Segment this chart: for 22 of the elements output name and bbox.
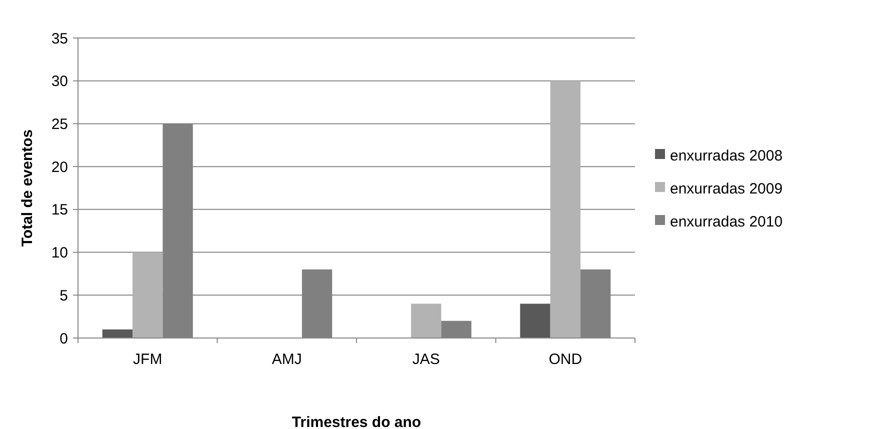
bar	[132, 252, 163, 338]
y-tick-label: 35	[51, 30, 68, 48]
x-tick-label: AMJ	[272, 351, 302, 368]
y-tick-label: 5	[60, 287, 68, 304]
x-tick-label: OND	[548, 351, 582, 368]
y-tick-label: 20	[51, 158, 68, 176]
bar	[102, 329, 133, 338]
y-tick-label: 10	[51, 244, 68, 262]
legend-label: enxurradas 2010	[670, 213, 783, 230]
legend-label: enxurradas 2008	[670, 147, 783, 164]
y-tick-label: 15	[51, 202, 68, 219]
bar	[520, 304, 550, 338]
legend-label: enxurradas 2009	[670, 180, 783, 198]
x-tick-label: JFM	[133, 351, 162, 368]
y-axis-title: Total de eventos	[19, 129, 36, 247]
x-axis-title: Trimestres do ano	[292, 414, 422, 429]
bar	[411, 304, 442, 338]
y-tick-label: 0	[60, 330, 68, 348]
y-tick-label: 25	[51, 116, 68, 133]
x-tick-label: JAS	[412, 351, 440, 368]
y-tick-label: 30	[51, 73, 68, 90]
bar	[550, 80, 580, 338]
